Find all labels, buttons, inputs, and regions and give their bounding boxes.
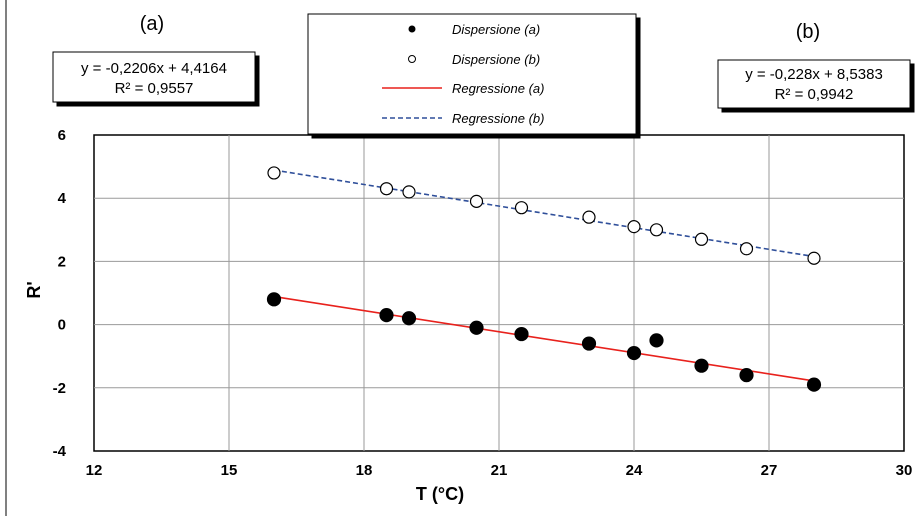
point-dispersione-a xyxy=(739,368,754,383)
grid xyxy=(94,135,904,451)
point-dispersione-b xyxy=(379,182,394,196)
point-dispersione-b xyxy=(807,251,821,265)
point-dispersione-b xyxy=(514,201,529,215)
panel-label-b: (b) xyxy=(796,21,820,43)
series-layer xyxy=(266,166,822,392)
point-dispersione-a xyxy=(379,308,394,323)
series-line-regressione-b xyxy=(273,169,815,258)
x-axis-title: T (°C) xyxy=(416,484,464,504)
point-dispersione-a xyxy=(514,326,529,342)
point-dispersione-b xyxy=(582,210,596,224)
y-tick-label: -2 xyxy=(53,380,66,397)
equation-a-line1: y = -0,2206x + 4,4164 xyxy=(81,60,227,77)
point-dispersione-a xyxy=(581,336,597,351)
y-tick-label: 0 xyxy=(58,317,66,334)
x-tick-label: 15 xyxy=(221,462,238,479)
equation-box-a: y = -0,2206x + 4,4164 R² = 0,9557 xyxy=(52,51,256,103)
series-line-regressione-a xyxy=(273,295,815,382)
equation-b-line2: R² = 0,9942 xyxy=(775,86,854,103)
equation-a-line2: R² = 0,9557 xyxy=(115,80,194,97)
legend-label-regressione-b: Regressione (b) xyxy=(452,111,545,126)
y-axis-title: R' xyxy=(24,281,44,298)
point-dispersione-b xyxy=(694,232,709,246)
point-dispersione-a xyxy=(806,377,822,392)
y-tick-label: 2 xyxy=(58,253,66,270)
point-dispersione-a xyxy=(469,320,484,335)
x-tick-labels: 12 15 18 21 24 27 30 xyxy=(86,462,913,479)
y-tick-label: 4 xyxy=(58,190,67,207)
point-dispersione-b xyxy=(649,223,664,237)
point-dispersione-a xyxy=(694,358,709,373)
legend: Dispersione (a) Dispersione (b) Regressi… xyxy=(307,13,637,135)
x-tick-label: 24 xyxy=(626,462,643,479)
y-tick-label: 6 xyxy=(58,127,66,144)
point-dispersione-b xyxy=(627,220,641,234)
point-dispersione-a xyxy=(401,311,417,326)
y-tick-label: -4 xyxy=(53,443,67,460)
legend-label-regressione-a: Regressione (a) xyxy=(452,81,545,96)
point-dispersione-a xyxy=(626,345,642,361)
legend-marker-dispersione-b xyxy=(408,55,416,63)
point-dispersione-b xyxy=(469,194,484,208)
y-tick-labels: -4 -2 0 2 4 6 xyxy=(53,127,67,460)
point-dispersione-b xyxy=(402,185,416,199)
equation-box-b: y = -0,228x + 8,5383 R² = 0,9942 xyxy=(717,59,911,109)
x-tick-label: 12 xyxy=(86,462,103,479)
point-dispersione-b xyxy=(267,166,281,180)
panel-label-a: (a) xyxy=(140,13,164,35)
legend-label-dispersione-b: Dispersione (b) xyxy=(452,52,540,67)
legend-marker-dispersione-a xyxy=(408,25,416,33)
legend-label-dispersione-a: Dispersione (a) xyxy=(452,22,540,37)
equation-b-line1: y = -0,228x + 8,5383 xyxy=(745,66,883,83)
x-tick-label: 21 xyxy=(491,462,508,479)
x-tick-label: 18 xyxy=(356,462,373,479)
point-dispersione-a xyxy=(266,292,282,307)
x-tick-label: 30 xyxy=(896,462,913,479)
point-dispersione-a xyxy=(649,333,664,348)
x-tick-label: 27 xyxy=(761,462,778,479)
point-dispersione-b xyxy=(739,242,754,256)
